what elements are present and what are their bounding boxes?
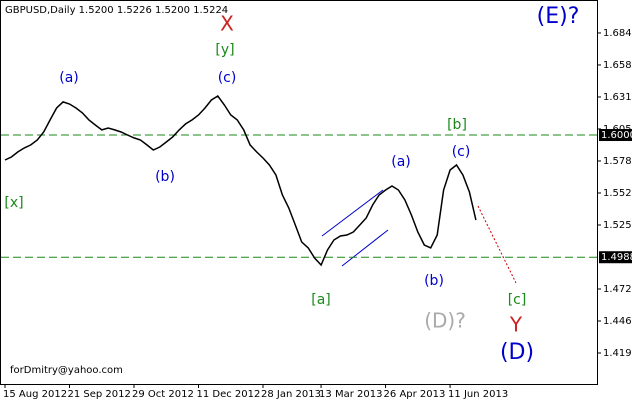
x-tick-label: 11 Dec 2012 (197, 389, 261, 400)
chart-title: GBPUSD,Daily 1.5200 1.5226 1.5200 1.5224 (5, 5, 228, 16)
y-tick-label: 1.4195 (603, 348, 632, 359)
x-tick-label: 15 Aug 2012 (3, 389, 67, 400)
y-tick-label: 1.5255 (603, 220, 632, 231)
wave-label: (D)? (424, 309, 466, 333)
x-tick-label: 26 Apr 2013 (384, 389, 446, 400)
y-tick-label: 1.5785 (603, 156, 632, 167)
x-tick-label: 29 Oct 2012 (132, 389, 194, 400)
x-tick-label: 28 Jan 2013 (261, 389, 321, 400)
channel-line (321, 189, 384, 237)
wave-label: X (220, 12, 234, 36)
wave-label: (c) (452, 144, 471, 160)
y-tick-label: 1.6580 (603, 60, 632, 71)
level-label-bg (599, 129, 632, 142)
wave-label: [x] (4, 195, 23, 211)
wave-label: Y (509, 313, 523, 337)
level-label: 1.6000 (601, 130, 632, 141)
y-tick-label: 1.4725 (603, 284, 632, 295)
x-tick-label: 21 Sep 2012 (68, 389, 131, 400)
wave-label: [y] (215, 42, 234, 58)
price-line (4, 94, 477, 267)
footer: forDmitry@yahoo.com (10, 365, 123, 376)
level-label-bg (599, 251, 632, 264)
wave-label: (c) (218, 70, 237, 86)
wave-label: (a) (59, 70, 79, 86)
wave-label: (b) (424, 273, 444, 289)
y-tick-label: 1.5520 (603, 188, 632, 199)
wave-label: [c] (508, 292, 527, 308)
wave-label: [a] (311, 292, 331, 308)
wave-label: [b] (447, 117, 467, 133)
y-tick-label: 1.4460 (603, 316, 632, 327)
x-tick-label: 11 Jun 2013 (448, 389, 508, 400)
x-tick-label: 13 Mar 2013 (319, 389, 382, 400)
wave-label: (a) (391, 154, 411, 170)
plot-frame (0, 0, 598, 385)
wave-label: (b) (155, 169, 175, 185)
y-tick-label: 1.6845 (603, 28, 632, 39)
wave-label: (D) (500, 340, 534, 365)
level-label: 1.4988 (601, 252, 632, 263)
channel-line (341, 229, 389, 267)
y-tick-label: 1.6315 (603, 92, 632, 103)
wave-label: (E)? (537, 4, 580, 29)
